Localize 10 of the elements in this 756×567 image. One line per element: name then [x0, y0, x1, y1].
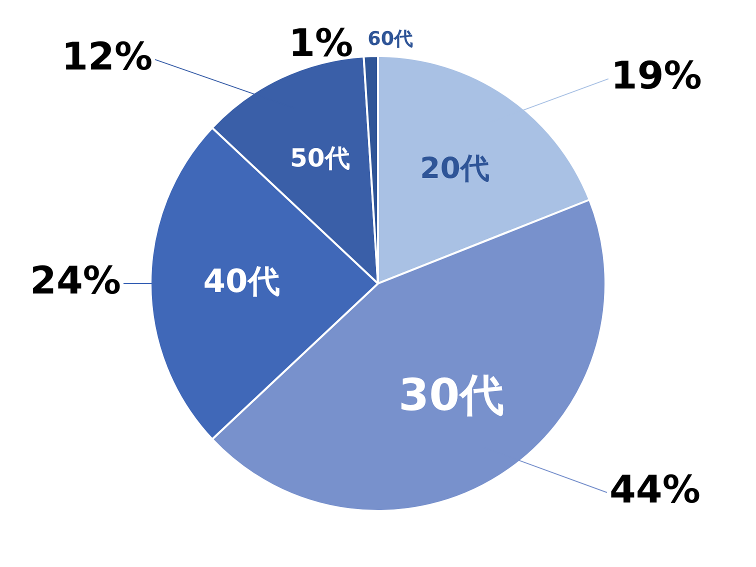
slice-label: 50代 — [290, 143, 350, 172]
slice-label: 20代 — [420, 151, 490, 186]
data-label: 44% — [609, 467, 700, 512]
data-label: 1% — [288, 20, 354, 65]
data-label: 24% — [30, 258, 121, 302]
data-label: 19% — [610, 54, 702, 98]
data-label: 12% — [62, 34, 153, 78]
slice-label: 40代 — [203, 262, 280, 300]
slice-label: 60代 — [368, 28, 414, 50]
slice-label: 30代 — [398, 370, 504, 422]
